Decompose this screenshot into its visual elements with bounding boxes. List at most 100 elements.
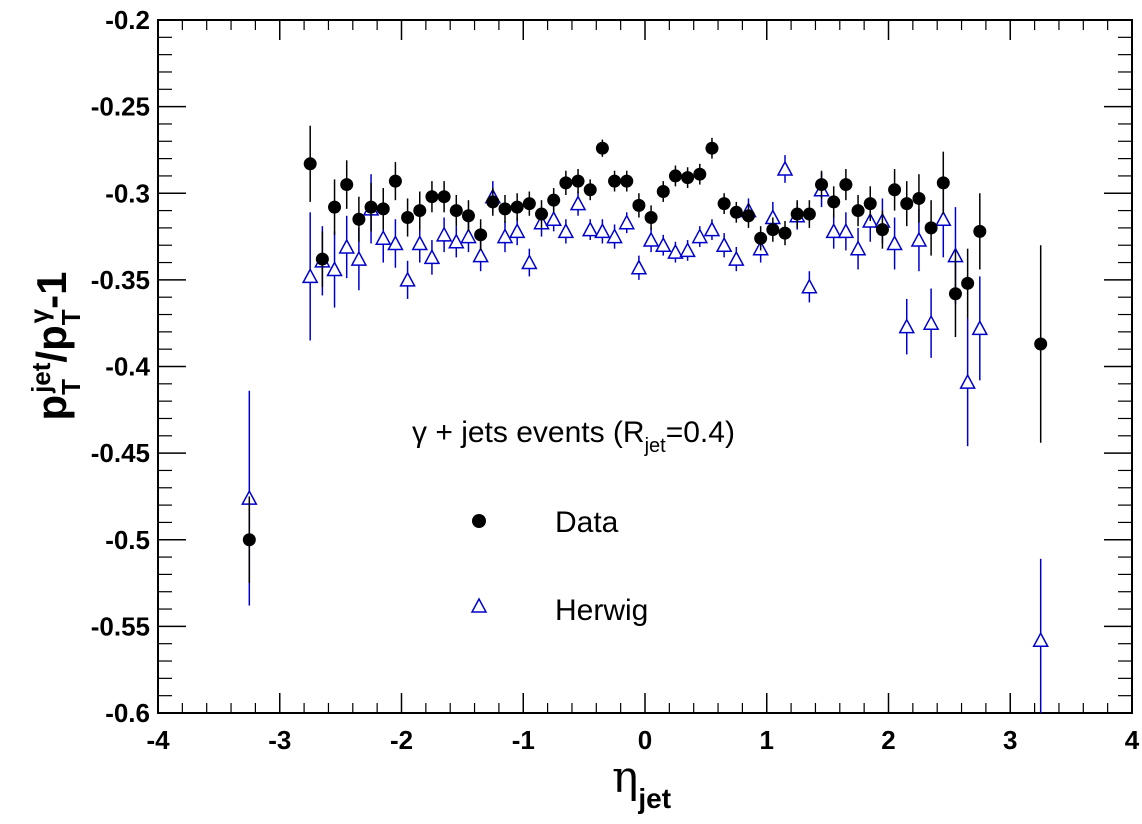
y-tick-label: -0.35 bbox=[91, 265, 150, 295]
x-tick-label: 1 bbox=[760, 725, 774, 755]
data-point bbox=[741, 209, 755, 223]
herwig-point bbox=[691, 227, 709, 244]
legend-label-data: Data bbox=[555, 506, 619, 539]
x-tick-label: 4 bbox=[1125, 725, 1140, 755]
herwig-point bbox=[374, 229, 392, 246]
data-point bbox=[815, 178, 829, 192]
y-tick-label: -0.5 bbox=[105, 525, 150, 555]
data-point bbox=[717, 197, 731, 211]
x-tick-label: -3 bbox=[268, 725, 291, 755]
herwig-point bbox=[971, 319, 989, 336]
data-point bbox=[839, 178, 853, 192]
herwig-point bbox=[326, 260, 343, 277]
data-point bbox=[875, 223, 889, 237]
herwig-point bbox=[703, 221, 721, 237]
data-point bbox=[242, 533, 256, 547]
y-tick-label: -0.55 bbox=[91, 611, 150, 641]
legend-marker-herwig bbox=[470, 597, 488, 613]
data-point bbox=[437, 190, 451, 204]
herwig-point bbox=[387, 234, 404, 251]
data-point bbox=[912, 191, 926, 205]
legend: Data Herwig bbox=[470, 506, 648, 627]
x-tick-label: 0 bbox=[638, 725, 652, 755]
series-herwig bbox=[241, 155, 1049, 713]
herwig-point bbox=[825, 222, 842, 239]
data-point bbox=[961, 276, 975, 290]
data-point bbox=[510, 200, 524, 214]
herwig-point bbox=[1032, 631, 1049, 647]
data-point bbox=[973, 224, 987, 238]
data-point bbox=[693, 167, 707, 181]
herwig-point bbox=[338, 238, 355, 254]
y-axis-title: pTjet/pTγ-1 bbox=[24, 272, 86, 421]
data-point bbox=[924, 221, 938, 235]
x-axis-title: ηjet bbox=[612, 752, 671, 814]
data-point bbox=[729, 205, 743, 219]
annotation-text: γ + jets events (Rjet=0.4) bbox=[412, 416, 735, 457]
herwig-point bbox=[423, 248, 441, 265]
data-point bbox=[547, 193, 561, 207]
herwig-point bbox=[581, 221, 599, 237]
data-point bbox=[340, 178, 354, 192]
herwig-point bbox=[776, 160, 794, 176]
herwig-point bbox=[521, 253, 538, 270]
data-point bbox=[498, 202, 512, 216]
herwig-point bbox=[618, 214, 635, 230]
herwig-point bbox=[655, 236, 672, 252]
data-point bbox=[863, 197, 877, 211]
herwig-point bbox=[557, 222, 575, 239]
herwig-point bbox=[910, 231, 928, 247]
legend-label-herwig: Herwig bbox=[555, 594, 648, 627]
data-point bbox=[778, 226, 792, 240]
herwig-point bbox=[922, 314, 940, 330]
series-data bbox=[242, 125, 1048, 584]
herwig-point bbox=[460, 227, 477, 244]
herwig-point bbox=[350, 250, 368, 266]
y-tick-label: -0.3 bbox=[105, 178, 150, 208]
y-tick-label: -0.6 bbox=[105, 698, 150, 728]
data-point bbox=[303, 157, 317, 171]
herwig-point bbox=[679, 241, 696, 258]
data-point bbox=[315, 252, 329, 266]
y-tick-label: -0.45 bbox=[91, 438, 150, 468]
data-point bbox=[754, 231, 768, 245]
data-point bbox=[802, 207, 816, 221]
data-point bbox=[376, 202, 390, 216]
herwig-point bbox=[472, 247, 489, 263]
herwig-point bbox=[569, 195, 587, 211]
data-point bbox=[948, 287, 962, 301]
herwig-point bbox=[448, 233, 465, 249]
herwig-point bbox=[496, 227, 514, 244]
herwig-point bbox=[301, 267, 319, 284]
data-point bbox=[388, 174, 402, 188]
herwig-point bbox=[435, 226, 453, 242]
legend-marker-data bbox=[472, 514, 486, 528]
herwig-point bbox=[667, 243, 684, 259]
data-point bbox=[656, 185, 670, 199]
herwig-point bbox=[849, 240, 867, 256]
x-tick-label: -1 bbox=[512, 725, 535, 755]
data-point bbox=[827, 195, 841, 209]
data-point bbox=[766, 223, 780, 237]
data-point bbox=[535, 207, 549, 221]
herwig-point bbox=[606, 227, 623, 244]
data-point bbox=[620, 174, 634, 188]
data-point bbox=[486, 195, 500, 209]
y-tick-label: -0.4 bbox=[105, 352, 150, 382]
data-point bbox=[401, 211, 415, 225]
data-point bbox=[900, 197, 914, 211]
data-point bbox=[888, 183, 902, 197]
data-point bbox=[559, 176, 573, 190]
data-point bbox=[364, 200, 378, 214]
herwig-point bbox=[630, 259, 648, 275]
x-tick-label: -2 bbox=[390, 725, 413, 755]
herwig-point bbox=[399, 271, 416, 287]
data-point bbox=[644, 211, 658, 225]
data-point bbox=[608, 174, 622, 188]
herwig-point bbox=[594, 222, 611, 239]
data-point bbox=[425, 190, 439, 204]
data-point bbox=[790, 207, 804, 221]
data-point bbox=[705, 141, 719, 155]
data-point bbox=[571, 174, 585, 188]
